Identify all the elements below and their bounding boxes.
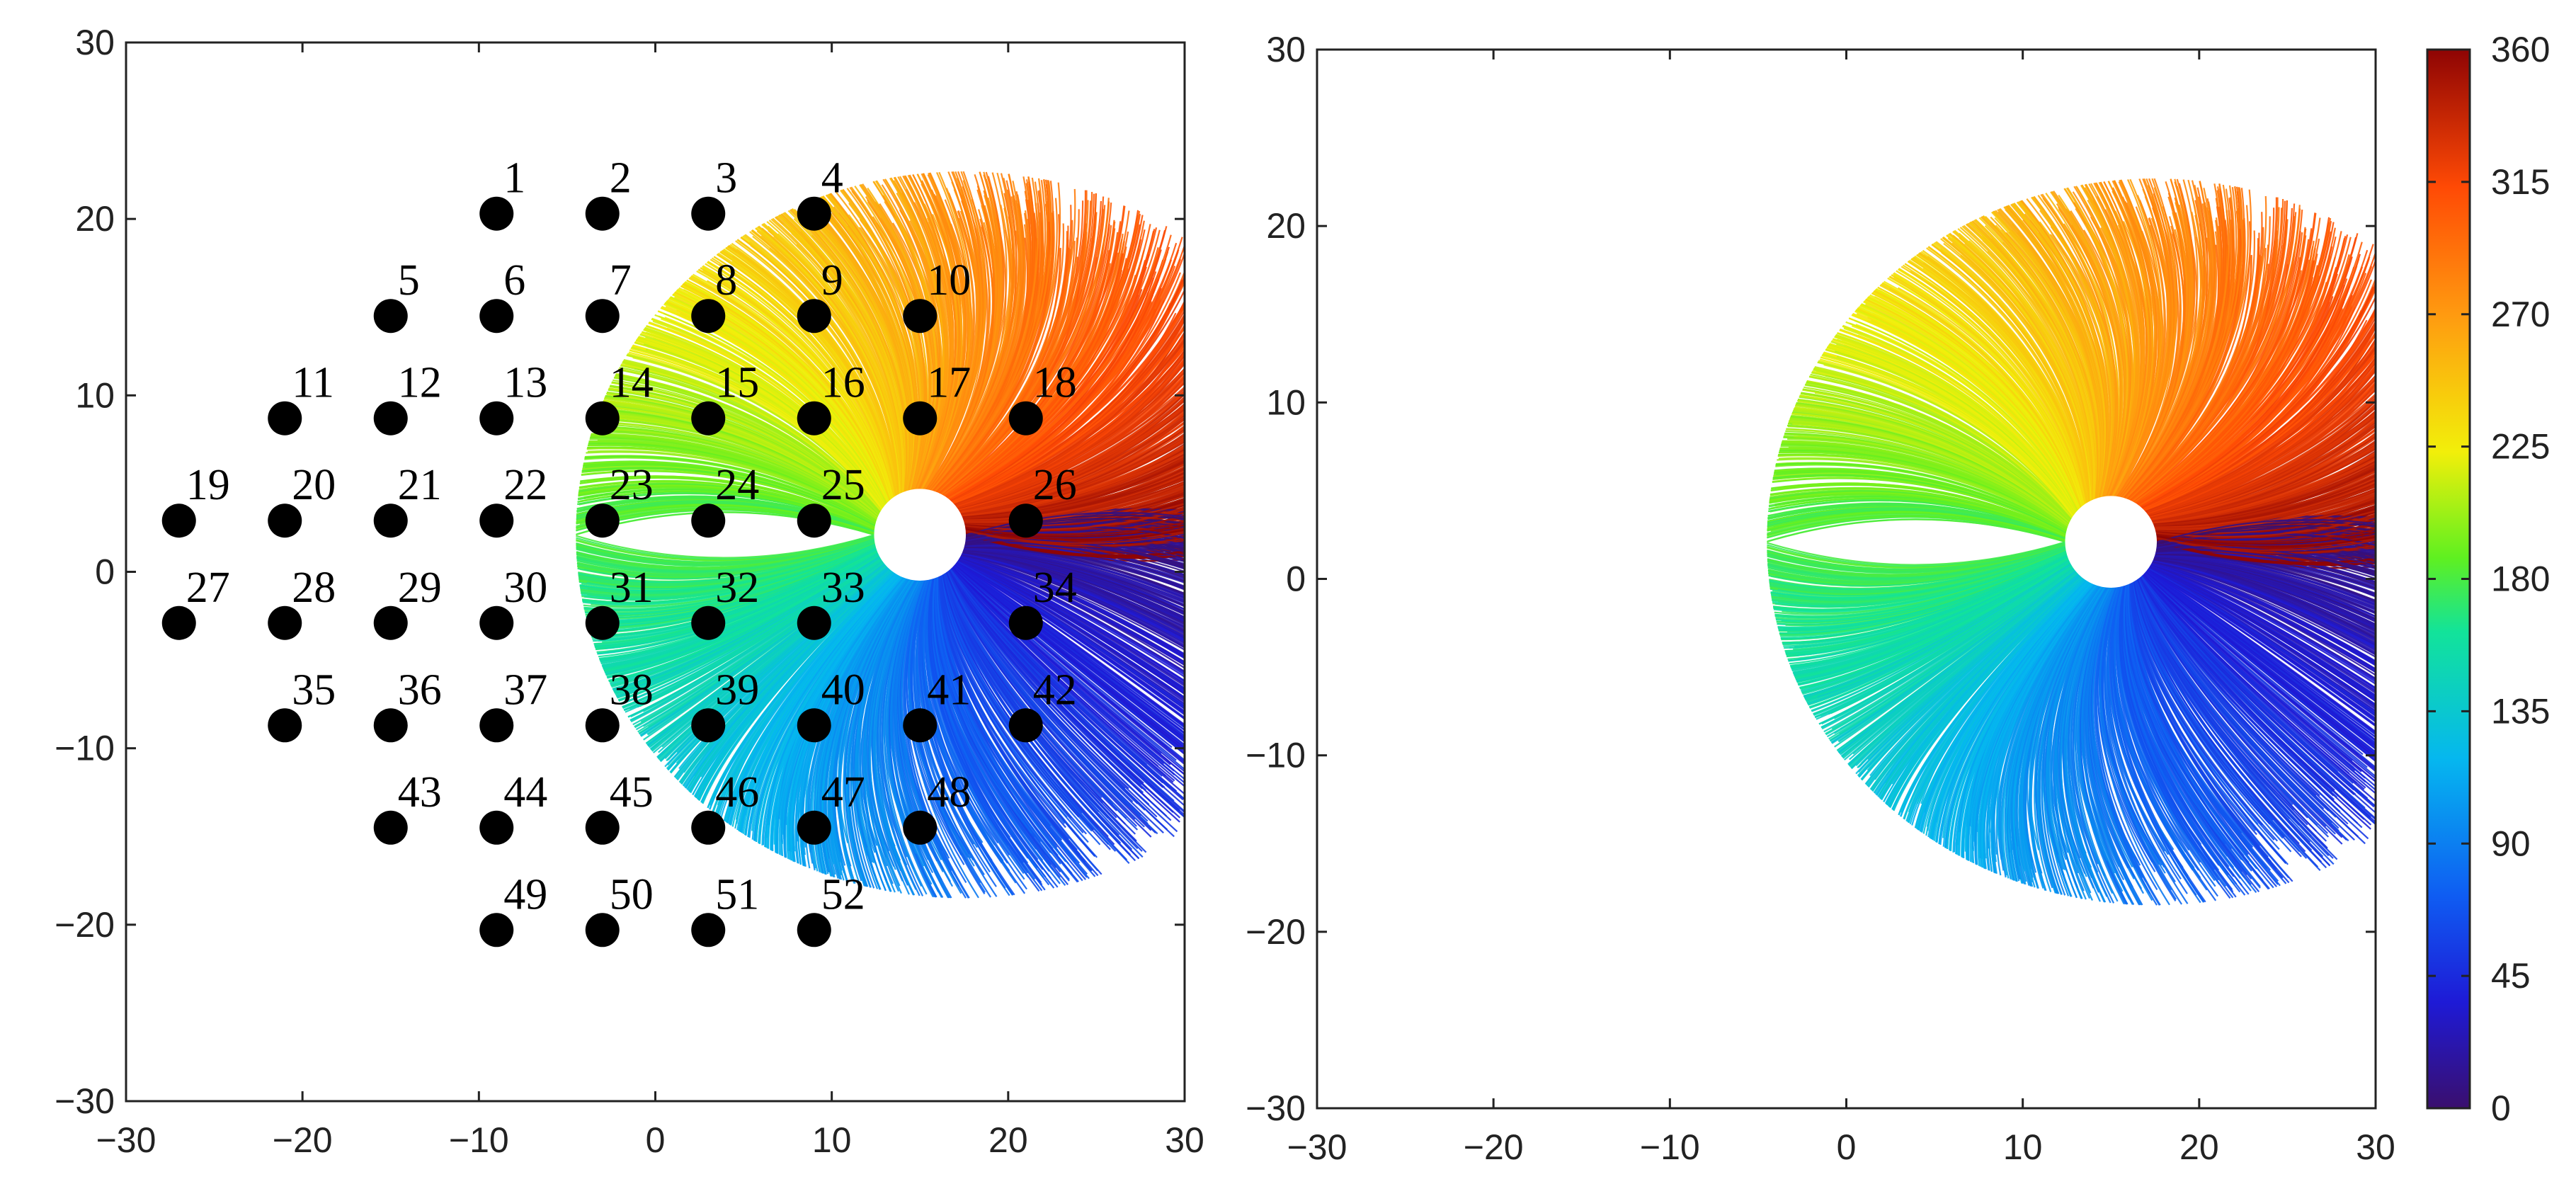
y-tick-label: 0 [95, 552, 115, 592]
test-point-label: 43 [398, 768, 442, 816]
test-point-label: 33 [821, 564, 865, 612]
test-point-label: 11 [292, 359, 334, 407]
test-point-label: 9 [821, 256, 843, 304]
test-point-label: 4 [821, 154, 843, 203]
test-point-label: 6 [503, 256, 525, 304]
y-tick-label: −30 [55, 1081, 115, 1121]
x-tick-label: 30 [1165, 1120, 1204, 1160]
test-point-label: 47 [821, 768, 865, 816]
test-point-label: 14 [610, 359, 654, 407]
test-point-label: 32 [715, 564, 759, 612]
test-point-label: 15 [715, 359, 759, 407]
test-point-label: 8 [715, 256, 737, 304]
test-point-label: 39 [715, 666, 759, 714]
test-point-label: 48 [927, 768, 971, 816]
test-point-label: 24 [715, 461, 759, 509]
test-point-label: 12 [398, 359, 442, 407]
test-point-label: 52 [821, 870, 865, 918]
test-point-label: 37 [503, 666, 547, 714]
test-point-label: 49 [503, 870, 547, 918]
test-point-label: 16 [821, 359, 865, 407]
test-point-label: 17 [927, 359, 971, 407]
test-point-label: 23 [610, 461, 654, 509]
test-point-label: 42 [1033, 666, 1077, 714]
y-tick-label: 10 [75, 375, 115, 415]
test-point-label: 20 [292, 461, 336, 509]
test-point-label: 19 [186, 461, 230, 509]
test-point-label: 35 [292, 666, 336, 714]
test-point-label: 41 [927, 666, 971, 714]
optic-disc-left [874, 489, 966, 581]
y-tick-label: 30 [75, 23, 115, 62]
test-point-label: 51 [715, 870, 759, 918]
test-point-label: 3 [715, 154, 737, 203]
test-point-label: 22 [503, 461, 547, 509]
test-point-label: 36 [398, 666, 442, 714]
test-point-label: 30 [503, 564, 547, 612]
x-tick-label: −30 [96, 1120, 156, 1160]
test-point-label: 27 [186, 564, 230, 612]
test-point-label: 38 [610, 666, 654, 714]
test-point-label: 29 [398, 564, 442, 612]
y-tick-label: 20 [75, 199, 115, 239]
test-point-label: 5 [398, 256, 420, 304]
test-point-label: 44 [503, 768, 547, 816]
test-point-label: 31 [610, 564, 654, 612]
test-point-label: 26 [1033, 461, 1077, 509]
test-point-label: 34 [1033, 564, 1077, 612]
test-point-label: 13 [503, 359, 547, 407]
test-point-label: 45 [610, 768, 654, 816]
test-point-label: 28 [292, 564, 336, 612]
x-tick-label: −20 [273, 1120, 333, 1160]
test-point-label: 1 [503, 154, 525, 203]
test-point-label: 7 [610, 256, 632, 304]
x-tick-label: 0 [646, 1120, 666, 1160]
test-point-label: 40 [821, 666, 865, 714]
test-point-label: 50 [610, 870, 654, 918]
test-point-label: 46 [715, 768, 759, 816]
test-point-label: 10 [927, 256, 971, 304]
x-tick-label: 20 [988, 1120, 1028, 1160]
x-tick-label: −10 [449, 1120, 509, 1160]
test-point-label: 2 [610, 154, 632, 203]
test-point-label: 18 [1033, 359, 1077, 407]
x-tick-label: 10 [812, 1120, 852, 1160]
test-point-label: 21 [398, 461, 442, 509]
y-tick-label: −20 [55, 905, 115, 945]
y-tick-label: −10 [55, 729, 115, 768]
test-point-label: 25 [821, 461, 865, 509]
